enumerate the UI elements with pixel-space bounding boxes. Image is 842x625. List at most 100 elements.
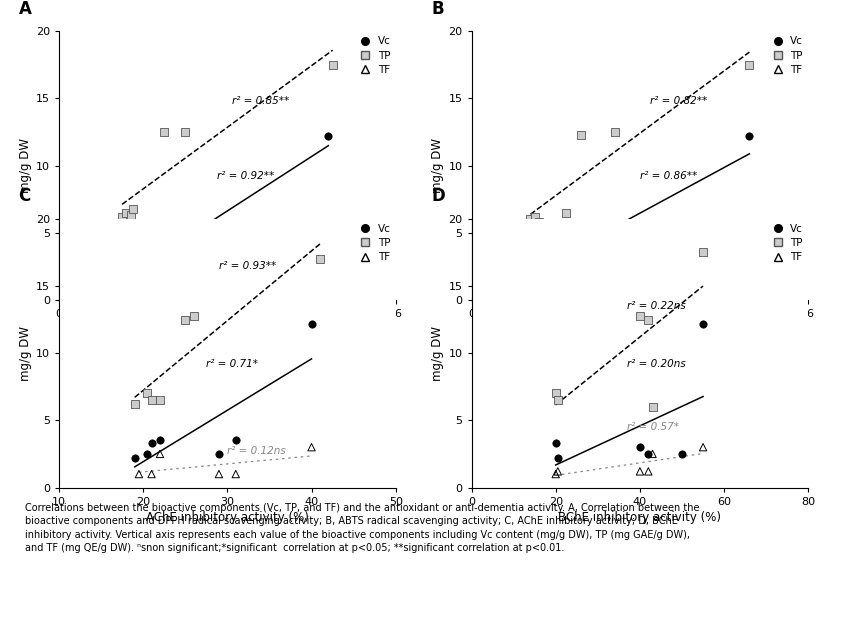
Point [179, 127, 192, 137]
Point [305, 319, 318, 329]
Y-axis label: mg/g DW: mg/g DW [431, 138, 445, 193]
Point [179, 314, 192, 324]
Text: D: D [431, 188, 445, 205]
Text: r² = 0.04ns: r² = 0.04ns [651, 266, 709, 276]
Point [128, 453, 141, 463]
X-axis label: DPPH radical scavenging activity (mg VCE/g DW): DPPH radical scavenging activity (mg VCE… [83, 323, 372, 336]
Point [212, 469, 226, 479]
Y-axis label: mg/g DW: mg/g DW [19, 326, 32, 381]
Text: r² = 0.93**: r² = 0.93** [219, 261, 276, 271]
Point [326, 255, 339, 265]
Point [642, 314, 655, 324]
Point [696, 248, 710, 258]
Point [646, 402, 659, 412]
Point [559, 208, 573, 217]
Point [157, 281, 171, 291]
Point [696, 442, 710, 452]
Point [743, 60, 756, 70]
Point [612, 280, 626, 290]
Point [120, 208, 133, 217]
Legend: Vc, TP, TF: Vc, TP, TF [354, 224, 391, 262]
Point [189, 251, 203, 261]
Text: r² = 0.20ns: r² = 0.20ns [627, 359, 686, 369]
Point [157, 127, 171, 137]
Point [633, 466, 647, 476]
Point [322, 131, 335, 141]
Point [124, 211, 137, 221]
Text: C: C [19, 188, 31, 205]
Point [115, 212, 129, 222]
Y-axis label: mg/g DW: mg/g DW [19, 138, 32, 193]
Text: r² = 0.57*: r² = 0.57* [627, 422, 679, 432]
Text: Correlations between the bioactive components (Vc, TP, and TF) and the antioxida: Correlations between the bioactive compo… [25, 503, 700, 552]
Legend: Vc, TP, TF: Vc, TP, TF [767, 224, 803, 262]
Point [212, 449, 226, 459]
Point [642, 449, 655, 459]
X-axis label: AChE inhibitory activity (%): AChE inhibitory activity (%) [146, 511, 309, 524]
Text: B: B [431, 0, 444, 18]
Point [145, 438, 158, 448]
Point [612, 248, 626, 258]
Point [696, 319, 710, 329]
Point [633, 311, 647, 321]
Point [646, 449, 659, 459]
Point [189, 281, 203, 291]
Point [552, 395, 565, 405]
Point [141, 388, 154, 399]
Y-axis label: mg/g DW: mg/g DW [431, 326, 445, 381]
Point [131, 261, 144, 271]
Point [549, 388, 562, 399]
Point [121, 280, 135, 290]
Point [570, 281, 584, 291]
Point [157, 258, 171, 268]
Point [581, 280, 594, 290]
Text: r² = 0.22ns: r² = 0.22ns [627, 301, 686, 311]
Point [608, 127, 621, 137]
Point [570, 255, 584, 265]
Point [115, 281, 129, 291]
Point [532, 217, 546, 227]
Point [549, 438, 562, 448]
Point [743, 255, 756, 265]
Point [229, 436, 242, 446]
Text: r² = 0.82**: r² = 0.82** [651, 96, 707, 106]
Point [528, 264, 541, 274]
Point [128, 399, 141, 409]
Point [517, 268, 531, 278]
Point [153, 436, 167, 446]
Point [633, 442, 647, 452]
Point [552, 466, 565, 476]
Point [126, 204, 140, 214]
Point [528, 212, 541, 222]
Point [326, 60, 339, 70]
Text: r² = 0.85**: r² = 0.85** [232, 96, 289, 106]
Point [132, 469, 146, 479]
Point [126, 261, 140, 271]
Point [229, 469, 242, 479]
Point [642, 466, 655, 476]
X-axis label: ABTS radical scavenging activity (mg VCE/g DW): ABTS radical scavenging activity (mg VCE… [496, 323, 784, 336]
Text: r² = 0.86**: r² = 0.86** [640, 171, 697, 181]
Legend: Vc, TP, TF: Vc, TP, TF [354, 36, 391, 75]
Text: A: A [19, 0, 31, 18]
Point [141, 449, 154, 459]
Text: r² = 0.71*: r² = 0.71* [206, 359, 258, 369]
Point [524, 214, 537, 224]
Text: r² = 0.12ns: r² = 0.12ns [227, 446, 286, 456]
Point [552, 453, 565, 463]
Point [532, 261, 546, 271]
Point [528, 261, 541, 271]
Point [126, 248, 140, 258]
Point [675, 449, 689, 459]
Point [581, 251, 594, 261]
Point [549, 469, 562, 479]
Point [313, 254, 327, 264]
X-axis label: BChE inhibitory activity (%): BChE inhibitory activity (%) [558, 511, 722, 524]
Point [153, 395, 167, 405]
Point [574, 130, 588, 140]
Point [743, 131, 756, 141]
Point [187, 311, 200, 321]
Point [524, 234, 537, 244]
Point [305, 442, 318, 452]
Point [145, 469, 158, 479]
